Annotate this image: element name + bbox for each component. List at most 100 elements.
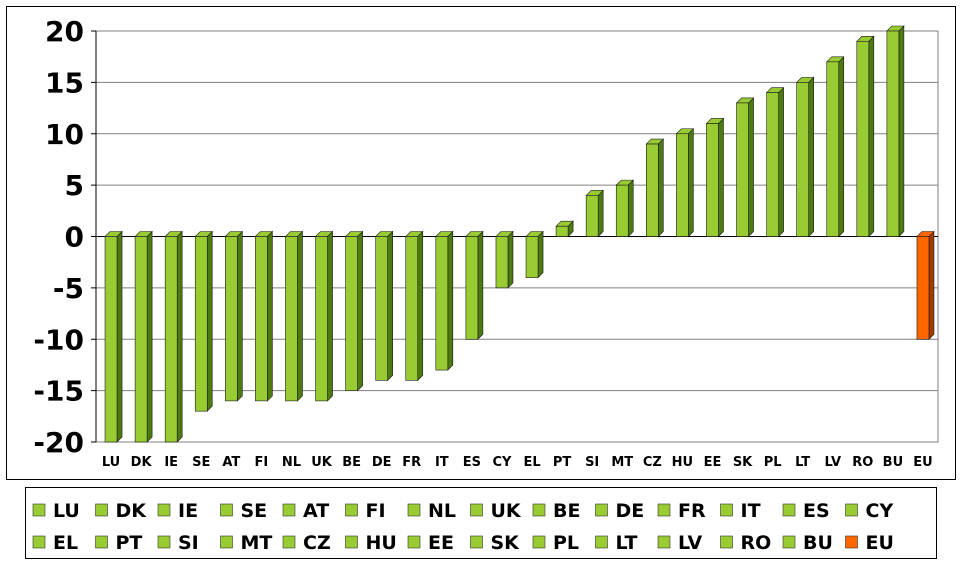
x-tick-label-MT: MT (611, 455, 633, 470)
bar-IE (164, 236, 178, 443)
legend-swatch-RO (720, 535, 733, 549)
legend-swatch-HU (345, 535, 358, 549)
x-tick-label-FR: FR (402, 455, 421, 470)
x-tick-label-BU: BU (883, 455, 903, 470)
x-tick-label-LV: LV (824, 455, 841, 470)
x-tick-label-NL: NL (282, 455, 301, 470)
bar-FR (405, 236, 419, 381)
legend-label-MT: MT (241, 532, 273, 554)
legend-label-SK: SK (491, 532, 521, 554)
legend-label-SE: SE (241, 500, 268, 522)
bar-MT (615, 184, 629, 237)
legend-label-EU: EU (866, 532, 894, 554)
y-tick-label: 10 (45, 118, 84, 151)
x-tick-label-IT: IT (435, 455, 449, 470)
x-tick-label-EE: EE (704, 455, 722, 470)
x-tick-label-LT: LT (795, 455, 810, 470)
legend-swatch-CY (845, 503, 858, 517)
legend-label-IT: IT (741, 500, 761, 522)
legend-label-IE: IE (178, 500, 198, 522)
bar-AT (225, 236, 238, 402)
x-tick-label-AT: AT (222, 455, 240, 470)
legend-label-SI: SI (178, 532, 199, 554)
legend-label-BU: BU (803, 532, 833, 554)
legend-label-DK: DK (116, 500, 148, 522)
legend-swatch-PL (532, 535, 546, 549)
x-tick-label-FI: FI (255, 455, 269, 470)
bar-LV (826, 61, 840, 237)
bar-NL (285, 236, 298, 402)
y-tick-label: -5 (53, 272, 84, 305)
legend-swatch-EU (845, 535, 858, 549)
legend-swatch-SK (470, 535, 483, 549)
legend-swatch-AT (282, 503, 296, 517)
legend-label-BE: BE (553, 500, 580, 522)
bar-BE (345, 236, 358, 391)
legend-swatch-FI (345, 503, 358, 517)
x-tick-label-ES: ES (463, 455, 481, 470)
legend-swatch-EL (32, 535, 46, 549)
bar-SK (736, 102, 749, 237)
legend-label-FR: FR (678, 500, 706, 522)
x-tick-label-UK: UK (311, 455, 333, 470)
x-tick-label-SK: SK (733, 455, 753, 470)
legend-swatch-ES (782, 503, 796, 517)
x-tick-label-DK: DK (131, 455, 153, 470)
bar-LU (104, 236, 118, 443)
x-tick-label-SI: SI (585, 455, 599, 470)
x-tick-label-EU: EU (913, 455, 932, 470)
bar-UK (315, 236, 328, 402)
legend-label-LV: LV (678, 532, 702, 554)
legend-frame (25, 487, 937, 559)
bar-CY (495, 236, 509, 289)
y-tick-label: 15 (45, 66, 84, 99)
legend-label-DE: DE (616, 500, 645, 522)
legend-swatch-BU (782, 535, 796, 549)
x-tick-label-CZ: CZ (643, 455, 662, 470)
legend-label-EE: EE (428, 532, 454, 554)
x-tick-label-HU: HU (672, 455, 693, 470)
chart-frame (6, 6, 956, 480)
legend-swatch-EE (407, 535, 421, 549)
x-tick-label-DE: DE (372, 455, 392, 470)
bar-FI (255, 236, 268, 402)
bar-EL (525, 236, 539, 278)
legend-swatch-MT (220, 535, 233, 549)
legend-swatch-LT (595, 535, 608, 549)
x-tick-label-PL: PL (764, 455, 782, 470)
legend-swatch-BE (532, 503, 546, 517)
legend-label-AT: AT (303, 500, 329, 522)
x-tick-label-BE: BE (342, 455, 361, 470)
legend-swatch-LV (657, 535, 671, 549)
bar-HU (676, 133, 689, 237)
x-tick-label-LU: LU (102, 455, 120, 470)
legend-swatch-DE (595, 503, 608, 517)
bar-DE (375, 236, 388, 381)
legend-label-EL: EL (53, 532, 78, 554)
y-tick-label: -15 (33, 375, 84, 408)
legend-swatch-DK (95, 503, 108, 517)
legend-swatch-FR (657, 503, 671, 517)
legend-swatch-CZ (282, 535, 296, 549)
legend-label-FI: FI (366, 500, 386, 522)
legend-label-RO: RO (741, 532, 772, 554)
bar-EU (916, 236, 930, 340)
legend-label-PL: PL (553, 532, 579, 554)
bar-LT (796, 82, 809, 237)
legend-label-HU: HU (366, 532, 397, 554)
y-tick-label: 0 (65, 221, 84, 254)
x-tick-label-EL: EL (523, 455, 540, 470)
legend-label-NL: NL (428, 500, 456, 522)
bar-RO (856, 40, 870, 237)
legend-label-UK: UK (491, 500, 522, 522)
bar-PL (766, 92, 779, 237)
bar-DK (134, 236, 148, 443)
legend-swatch-IE (157, 503, 171, 517)
y-tick-label: -10 (33, 323, 84, 356)
y-tick-label: -20 (33, 426, 84, 459)
bar-ES (465, 236, 479, 340)
bar-SI (585, 195, 599, 237)
bar-IT (435, 236, 449, 371)
